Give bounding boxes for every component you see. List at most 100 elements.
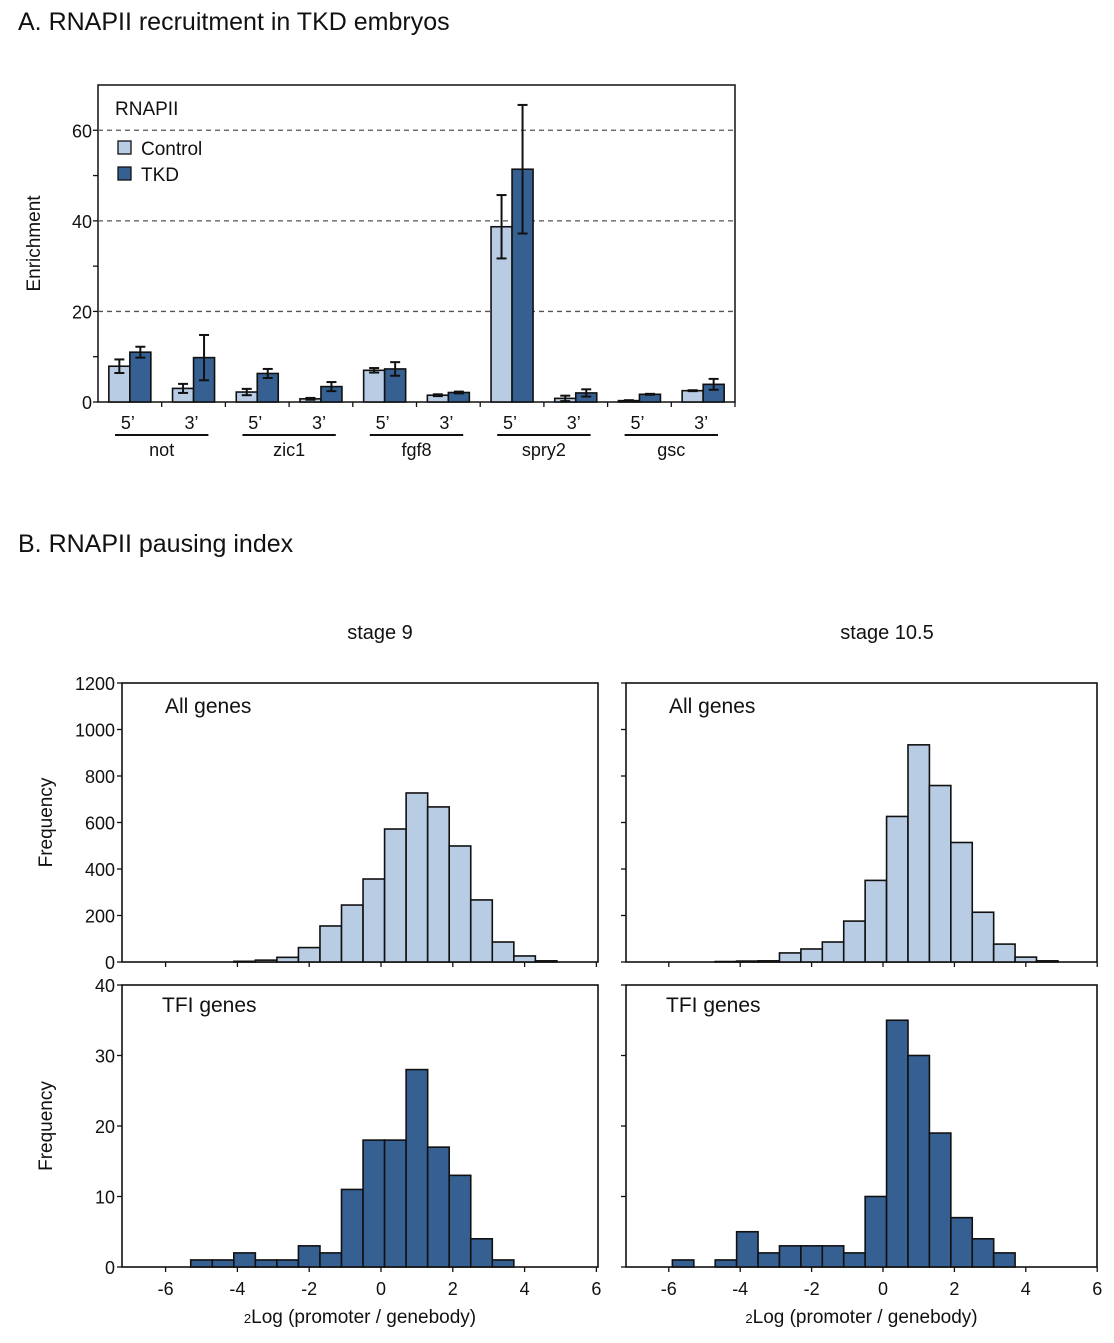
bar-control <box>362 369 386 403</box>
panel-a-title: A. RNAPII recruitment in TKD embryos <box>18 8 450 36</box>
x-tick-label: -6 <box>158 1279 174 1299</box>
histogram-bar <box>491 941 515 963</box>
x-axis-label-subscript: 2 <box>745 1311 752 1326</box>
histogram-bar <box>992 1252 1016 1268</box>
histogram-bar <box>1035 960 1059 963</box>
x-region-label: 3’ <box>312 413 326 433</box>
histogram-bar <box>211 1259 235 1268</box>
histogram-bar <box>950 841 974 963</box>
gene-label: gsc <box>657 440 685 460</box>
y-tick-label: 200 <box>85 907 115 927</box>
histogram-bar <box>383 1139 407 1268</box>
y-tick-label: 400 <box>85 860 115 880</box>
gene-label: fgf8 <box>401 440 431 460</box>
histogram-bar <box>469 1238 494 1268</box>
x-axis-label: 2Log (promoter / genebody) <box>244 1307 476 1328</box>
histogram-bar <box>233 1252 257 1268</box>
histogram-bar <box>821 941 845 963</box>
y-tick-label: 800 <box>85 767 115 787</box>
x-region-label: 5’ <box>503 413 517 433</box>
histogram-bar <box>757 1252 781 1268</box>
histogram-bar <box>469 899 494 963</box>
x-region-label: 5’ <box>248 413 262 433</box>
x-tick-label: 4 <box>520 1279 530 1299</box>
histogram-bar <box>971 911 995 963</box>
inset-label: TFI genes <box>666 994 761 1017</box>
histogram-bar <box>233 960 257 963</box>
gene-label: spry2 <box>522 440 566 460</box>
plot-frame <box>97 84 736 403</box>
y-tick-label: 600 <box>85 814 115 834</box>
histogram-bar <box>340 904 364 963</box>
histogram-bar <box>971 1238 995 1268</box>
histogram-bar <box>513 955 537 963</box>
y-tick-label: 1200 <box>75 674 115 694</box>
histogram-bar <box>928 1132 952 1268</box>
histogram-bar <box>276 1259 300 1268</box>
histogram-bar <box>757 960 781 963</box>
histogram-bar <box>778 952 802 963</box>
histogram-bar <box>842 1252 866 1268</box>
panel-a-chart: 0 20 40 60 Enrichment RNAPII Control TKD 5’ 3’ 5’ 3… <box>24 84 736 460</box>
histogram-bar <box>426 806 451 963</box>
histogram-bar <box>362 878 386 963</box>
column-title-stage-9: stage 9 <box>347 622 413 644</box>
y-tick-label: 20 <box>72 302 92 322</box>
y-tick-label: 0 <box>105 1258 115 1278</box>
histogram-bar <box>254 1259 278 1268</box>
histogram-bar <box>864 1195 888 1268</box>
x-axis-label: 2Log (promoter / genebody) <box>745 1307 977 1328</box>
x-tick-label: 2 <box>949 1279 959 1299</box>
histogram-bar <box>735 1230 759 1268</box>
panel-b-title: B. RNAPII pausing index <box>18 530 294 558</box>
plot-frame <box>625 984 1098 1268</box>
plot-frame <box>625 682 1098 963</box>
histogram-bar <box>491 1259 515 1268</box>
x-region-label: 3’ <box>567 413 581 433</box>
x-tick-label: -4 <box>732 1279 748 1299</box>
legend-label-control: Control <box>141 139 202 160</box>
inset-label: All genes <box>165 695 251 718</box>
histogram-bar <box>340 1188 364 1268</box>
histogram-bar <box>907 1054 931 1268</box>
histogram-bar <box>992 943 1016 963</box>
histogram-bar <box>928 784 952 963</box>
y-axis-label: Enrichment <box>24 195 45 292</box>
x-tick-label: 4 <box>1021 1279 1031 1299</box>
x-region-label: 3’ <box>694 413 708 433</box>
y-tick-label: 10 <box>95 1188 115 1208</box>
histogram-bar <box>864 879 888 963</box>
y-axis-label: Frequency <box>36 1081 57 1171</box>
x-tick-label: 6 <box>591 1279 601 1299</box>
histogram-bar <box>821 1245 845 1268</box>
histogram-bar <box>842 920 866 963</box>
bar-control <box>681 389 704 403</box>
histogram-bar <box>800 1245 824 1268</box>
legend-swatch-control <box>117 140 132 155</box>
histogram-bar <box>362 1139 386 1268</box>
y-tick-label: 0 <box>105 953 115 973</box>
histogram-bar <box>800 948 824 963</box>
histogram-bar <box>319 925 343 963</box>
x-region-label: 3’ <box>439 413 453 433</box>
inset-label: TFI genes <box>162 994 257 1017</box>
histogram-bar <box>907 744 931 963</box>
column-title-stage-10-5: stage 10.5 <box>840 622 933 644</box>
inset-label: All genes <box>669 695 755 718</box>
panel-b-charts: stage 9 stage 10.5020040060080010001200Fr… <box>36 622 1102 1328</box>
inset-label: RNAPII <box>115 99 178 120</box>
legend-label-tkd: TKD <box>141 165 179 186</box>
histogram-bar <box>714 1259 738 1268</box>
histogram-bar <box>297 946 321 963</box>
histogram-bar <box>254 959 278 963</box>
gene-label: zic1 <box>273 440 305 460</box>
x-axis-label-subscript: 2 <box>244 1311 251 1326</box>
y-tick-label: 20 <box>95 1117 115 1137</box>
histogram-b-stage10-5-all: All genes <box>621 682 1098 967</box>
histogram-bar <box>405 792 429 963</box>
histogram-bar <box>671 1259 695 1268</box>
x-axis-label-text: Log (promoter / genebody) <box>251 1307 476 1328</box>
histogram-bar <box>885 1019 909 1268</box>
